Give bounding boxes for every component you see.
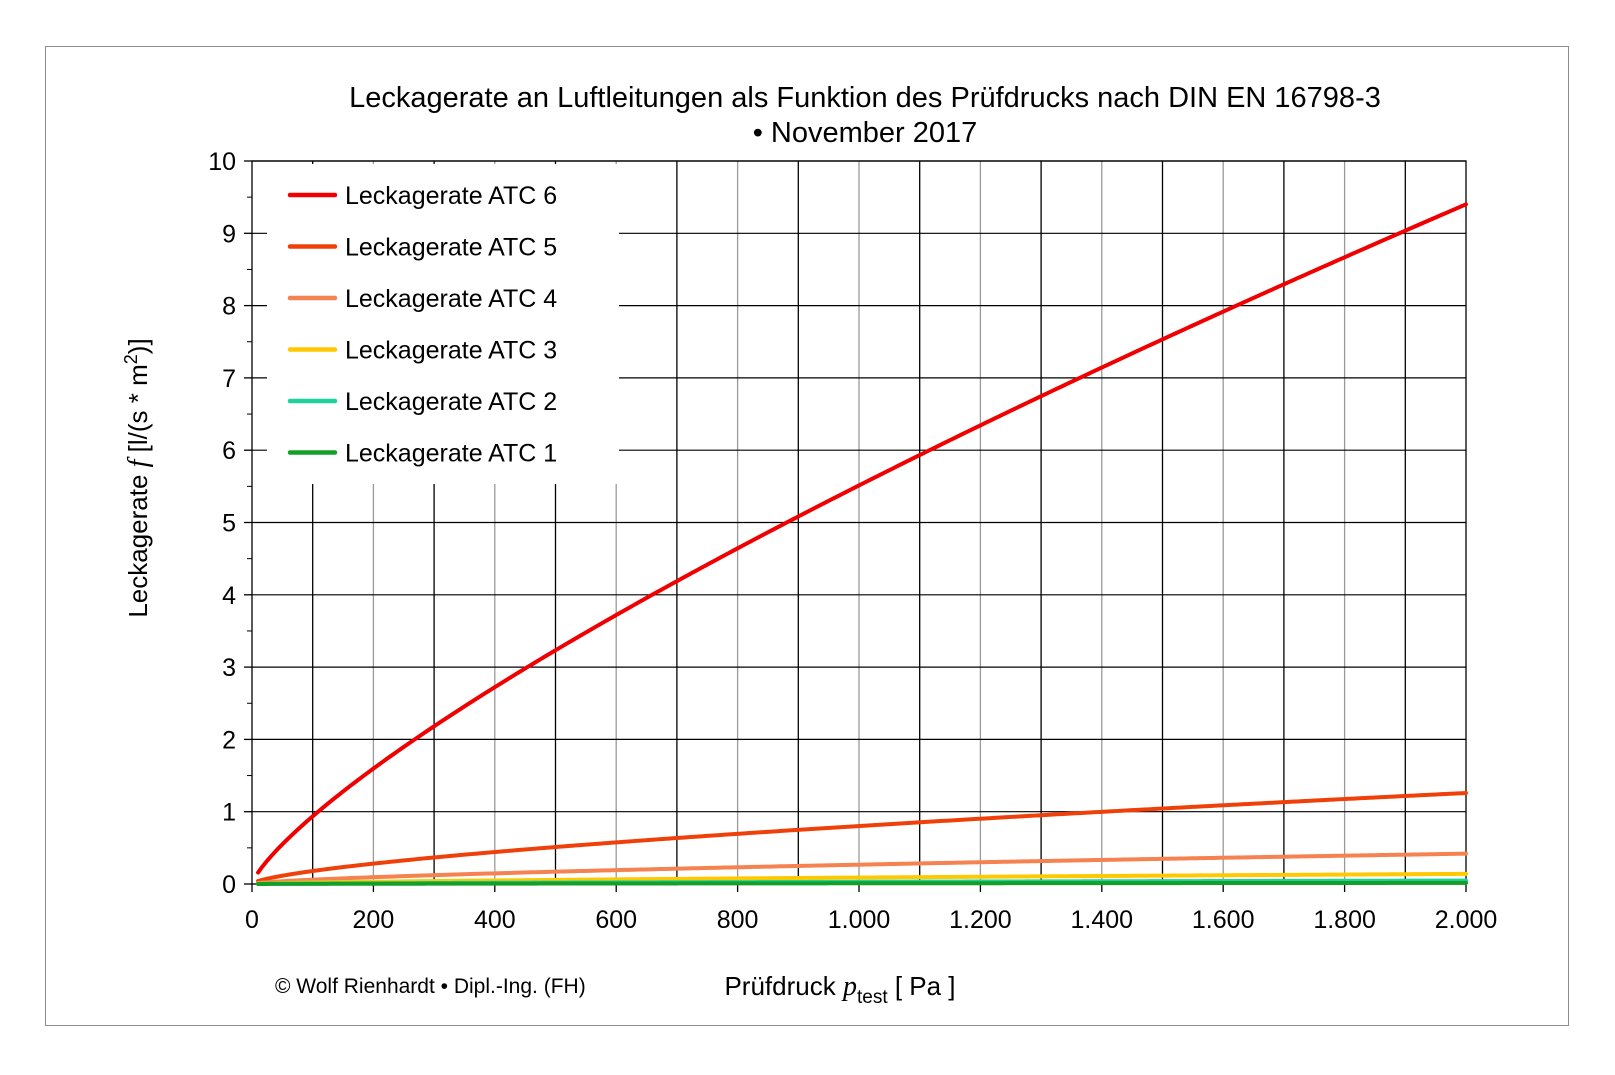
legend-label: Leckagerate ATC 6 (345, 182, 557, 210)
legend-label: Leckagerate ATC 3 (345, 337, 557, 365)
legend: Leckagerate ATC 6 Leckagerate ATC 5 Leckag… (267, 164, 619, 484)
x-tick-label: 800 (717, 906, 759, 934)
y-tick-label: 8 (222, 293, 236, 321)
y-tick-label: 0 (222, 871, 236, 899)
x-tick-label: 1.000 (828, 906, 891, 934)
y-tick-label: 1 (222, 799, 236, 827)
legend-label: Leckagerate ATC 1 (345, 440, 557, 468)
x-axis-label: Prüfdruck ptest [ Pa ] (724, 971, 955, 1008)
y-tick-label: 9 (222, 220, 236, 248)
x-tick-label: 600 (595, 906, 637, 934)
legend-label: Leckagerate ATC 5 (345, 234, 557, 262)
x-tick-label: 1.600 (1192, 906, 1255, 934)
y-tick-label: 6 (222, 437, 236, 465)
series-line-atc-4 (256, 851, 1468, 886)
series-line-atc-6 (256, 202, 1468, 875)
y-tick-label: 7 (222, 365, 236, 393)
axes: 0 1 2 3 4 5 6 7 8 9 10 0 200 400 600 800 1.000 1.200 1.400… (208, 148, 1497, 934)
series-line-atc-1 (256, 880, 1468, 886)
legend-box (267, 164, 619, 484)
x-tick-label: 1.800 (1313, 906, 1376, 934)
copyright-note: © Wolf Rienhardt • Dipl.-Ing. (FH) (275, 975, 586, 998)
chart-title: Leckagerate an Luftleitungen als Funktio… (349, 82, 1381, 114)
x-tick-label: 400 (474, 906, 516, 934)
series-lines (256, 202, 1468, 886)
x-tick-label: 200 (353, 906, 395, 934)
x-tick-label: 1.200 (949, 906, 1012, 934)
x-tick-label: 2.000 (1435, 906, 1498, 934)
y-axis-label: Leckagerate f [l/(s * m2)] (121, 338, 154, 617)
y-tick-label: 4 (222, 582, 236, 610)
chart-subtitle: • November 2017 (753, 117, 978, 149)
series-line-atc-3 (256, 871, 1468, 886)
y-tick-label: 5 (222, 510, 236, 538)
legend-label: Leckagerate ATC 4 (345, 285, 557, 313)
x-tick-label: 0 (245, 906, 259, 934)
y-tick-label: 10 (208, 148, 236, 176)
x-tick-label: 1.400 (1071, 906, 1134, 934)
y-tick-label: 3 (222, 654, 236, 682)
series-line-atc-5 (256, 791, 1468, 884)
legend-label: Leckagerate ATC 2 (345, 388, 557, 416)
y-tick-label: 2 (222, 726, 236, 754)
